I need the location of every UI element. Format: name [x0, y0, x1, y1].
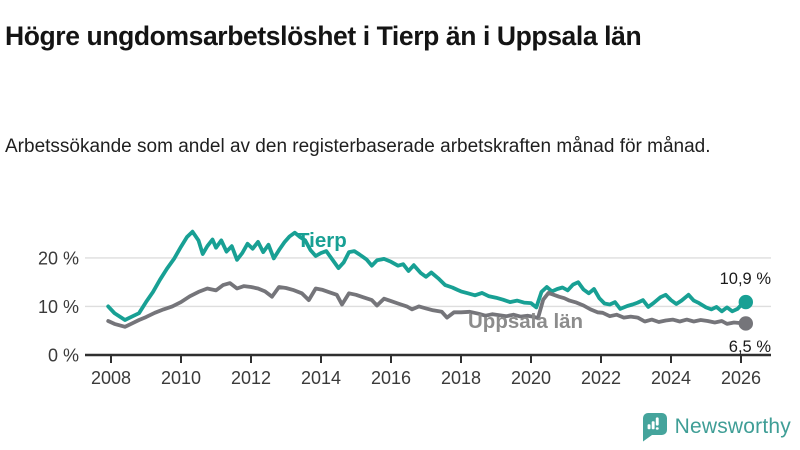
x-axis-label: 2014	[301, 368, 341, 388]
newsworthy-icon	[642, 413, 667, 442]
x-axis-label: 2018	[441, 368, 481, 388]
y-axis-label: 0 %	[48, 346, 79, 366]
series-end-value-Uppsala län: 6,5 %	[729, 338, 772, 356]
y-axis-label: 20 %	[38, 248, 79, 268]
chart-subtitle: Arbetssökande som andel av den registerb…	[5, 136, 711, 157]
newsworthy-wordmark: Newsworthy	[674, 415, 791, 438]
x-axis-label: 2016	[371, 368, 411, 388]
x-axis-label: 2022	[581, 368, 621, 388]
series-label-Tierp: Tierp	[297, 229, 347, 252]
series-line-Tierp	[106, 229, 746, 322]
series-end-dot-Tierp	[738, 294, 753, 310]
x-axis-label: 2024	[651, 368, 691, 388]
page-title: Högre ungdomsarbetslöshet i Tierp än i U…	[5, 20, 642, 51]
y-axis-label: 10 %	[38, 297, 79, 317]
x-axis-label: 2012	[231, 368, 271, 388]
unemployment-line-chart: 0 % 10 % 20 % 2008 2010 2012 2014 2016 2018 2020 2…	[38, 229, 772, 388]
x-axis-label: 2008	[91, 368, 131, 388]
newsworthy-logo: Newsworthy	[641, 412, 791, 442]
series-label-Uppsala län: Uppsala län	[468, 310, 583, 333]
x-axis-label: 2020	[511, 368, 551, 388]
series-end-value-Tierp: 10,9 %	[720, 270, 772, 288]
series-end-dot-Uppsala län	[738, 316, 753, 331]
series-line-Uppsala län	[106, 281, 746, 329]
x-axis-label: 2010	[161, 368, 201, 388]
x-axis-label: 2026	[721, 368, 761, 388]
